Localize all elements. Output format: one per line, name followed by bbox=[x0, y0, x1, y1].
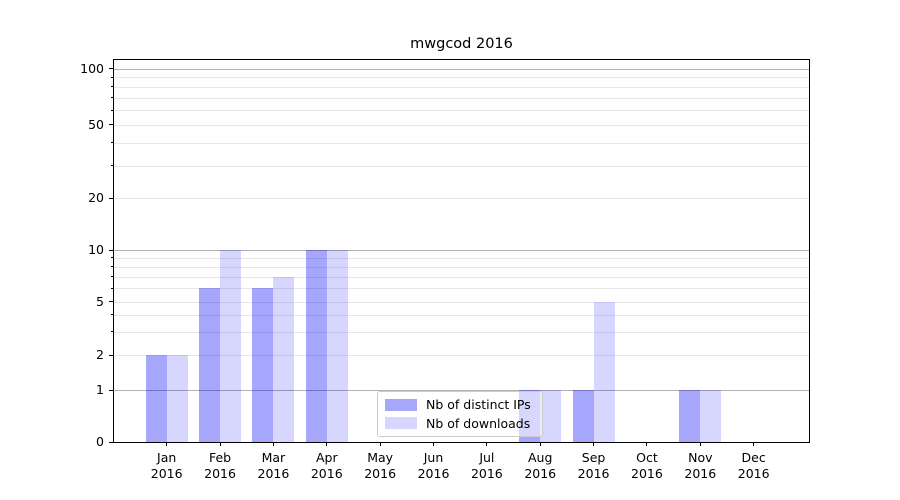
gridline-minor-7 bbox=[114, 276, 809, 278]
x-tick-mark-aug bbox=[539, 442, 541, 446]
x-tick-mark-nov bbox=[699, 442, 701, 446]
y-minor-tick-mark-40 bbox=[111, 142, 113, 144]
y-minor-tick-mark-9 bbox=[111, 257, 113, 259]
x-tick-label-mar: Mar 2016 bbox=[257, 450, 290, 481]
x-tick-mark-jun bbox=[433, 442, 434, 446]
bar-mar-downloads bbox=[273, 276, 295, 442]
bar-feb-downloads bbox=[220, 250, 242, 442]
bar-mar-distinct-ips bbox=[252, 288, 274, 442]
gridline-2 bbox=[114, 355, 809, 357]
x-tick-label-nov: Nov 2016 bbox=[684, 450, 717, 481]
y-minor-tick-mark-60 bbox=[111, 109, 113, 111]
distinct-ips-swatch-icon bbox=[385, 398, 417, 411]
y-minor-tick-mark-7 bbox=[111, 276, 113, 278]
gridline-minor-6 bbox=[114, 288, 809, 290]
y-tick-mark-2 bbox=[109, 354, 113, 356]
x-tick-label-dec: Dec 2016 bbox=[737, 450, 770, 481]
downloads-swatch-icon bbox=[385, 417, 417, 430]
y-minor-tick-mark-3 bbox=[111, 331, 113, 333]
y-tick-mark-10 bbox=[109, 249, 113, 251]
y-tick-label-50: 50 bbox=[88, 116, 104, 132]
x-tick-mark-jul bbox=[486, 442, 488, 446]
legend: Nb of distinct IPs Nb of downloads bbox=[377, 391, 543, 437]
gridline-minor-3 bbox=[114, 331, 809, 333]
gridline-minor-30 bbox=[114, 165, 809, 167]
legend-label-downloads: Nb of downloads bbox=[426, 415, 531, 431]
bar-sep-downloads bbox=[593, 301, 615, 442]
x-tick-mark-mar bbox=[272, 442, 274, 446]
y-tick-label-20: 20 bbox=[88, 190, 104, 206]
x-tick-mark-may bbox=[379, 442, 381, 446]
y-minor-tick-mark-80 bbox=[111, 86, 113, 88]
y-minor-tick-mark-4 bbox=[111, 314, 113, 316]
legend-label-distinct-ips: Nb of distinct IPs bbox=[426, 397, 531, 413]
y-minor-tick-mark-30 bbox=[111, 165, 113, 167]
gridline-minor-40 bbox=[114, 142, 809, 144]
x-tick-label-may: May 2016 bbox=[364, 450, 397, 481]
gridline-minor-4 bbox=[114, 314, 809, 316]
plot-area: Nb of distinct IPs Nb of downloads bbox=[113, 59, 810, 443]
x-tick-label-sep: Sep 2016 bbox=[577, 450, 610, 481]
y-tick-mark-1 bbox=[109, 389, 113, 391]
y-tick-label-5: 5 bbox=[96, 293, 104, 309]
bar-feb-distinct-ips bbox=[199, 288, 221, 442]
y-tick-mark-0 bbox=[109, 441, 113, 443]
bar-nov-distinct-ips bbox=[679, 390, 701, 442]
y-tick-mark-5 bbox=[109, 301, 113, 303]
bar-jan-distinct-ips bbox=[145, 355, 167, 442]
chart-title: mwgcod 2016 bbox=[410, 36, 513, 52]
gridline-10 bbox=[114, 250, 809, 252]
x-tick-mark-apr bbox=[326, 442, 328, 446]
y-minor-tick-mark-90 bbox=[111, 76, 113, 78]
y-minor-tick-mark-6 bbox=[111, 287, 113, 289]
y-tick-mark-20 bbox=[109, 197, 113, 199]
x-tick-label-jan: Jan 2016 bbox=[150, 450, 183, 481]
y-tick-mark-50 bbox=[109, 124, 113, 126]
x-tick-label-apr: Apr 2016 bbox=[310, 450, 343, 481]
x-tick-label-jun: Jun 2016 bbox=[417, 450, 450, 481]
legend-row-downloads: Nb of downloads bbox=[385, 416, 536, 431]
y-tick-label-0: 0 bbox=[96, 434, 104, 449]
bar-apr-distinct-ips bbox=[305, 250, 327, 442]
x-tick-label-feb: Feb 2016 bbox=[204, 450, 236, 481]
y-tick-label-1: 1 bbox=[96, 382, 104, 398]
gridline-50 bbox=[114, 124, 809, 126]
y-tick-mark-100 bbox=[109, 68, 113, 70]
bar-nov-downloads bbox=[700, 390, 722, 442]
x-tick-mark-oct bbox=[646, 442, 648, 446]
gridline-minor-70 bbox=[114, 97, 809, 99]
gridline-minor-8 bbox=[114, 266, 809, 268]
x-tick-mark-sep bbox=[593, 442, 595, 446]
gridline-20 bbox=[114, 198, 809, 200]
gridline-5 bbox=[114, 301, 809, 303]
gridline-minor-9 bbox=[114, 257, 809, 259]
bar-jan-downloads bbox=[166, 355, 188, 442]
bar-aug-downloads bbox=[540, 390, 562, 442]
gridline-1 bbox=[114, 390, 809, 392]
y-minor-tick-mark-8 bbox=[111, 266, 113, 268]
x-tick-mark-jan bbox=[166, 442, 168, 446]
x-tick-mark-feb bbox=[219, 442, 221, 446]
gridline-minor-60 bbox=[114, 110, 809, 112]
x-tick-label-oct: Oct 2016 bbox=[631, 450, 663, 481]
legend-row-distinct-ips: Nb of distinct IPs bbox=[385, 397, 536, 412]
bar-sep-distinct-ips bbox=[572, 390, 594, 442]
gridline-minor-90 bbox=[114, 77, 809, 79]
y-tick-label-10: 10 bbox=[88, 242, 104, 257]
gridline-100 bbox=[114, 68, 809, 70]
x-tick-mark-dec bbox=[753, 442, 755, 446]
y-minor-tick-mark-70 bbox=[111, 97, 113, 99]
y-tick-label-100: 100 bbox=[80, 60, 104, 76]
x-tick-label-jul: Jul 2016 bbox=[470, 450, 503, 481]
bar-apr-downloads bbox=[326, 250, 348, 442]
y-tick-label-2: 2 bbox=[96, 347, 104, 363]
gridline-minor-80 bbox=[114, 86, 809, 88]
x-tick-label-aug: Aug 2016 bbox=[524, 450, 557, 481]
